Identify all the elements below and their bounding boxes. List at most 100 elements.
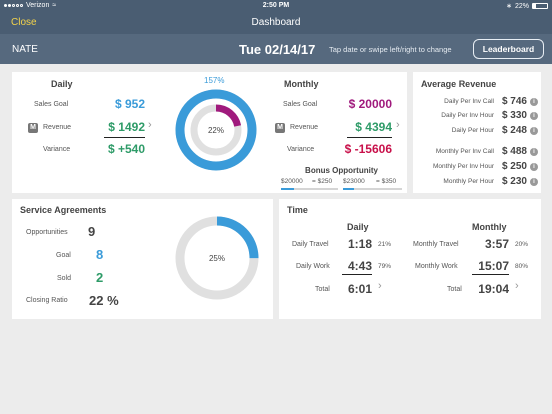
closing-ratio-label: Closing Ratio bbox=[26, 297, 68, 304]
avg-label: Daily Per Inv Call bbox=[444, 98, 494, 105]
daily-goal-label: Sales Goal bbox=[34, 101, 69, 108]
avg-row: Monthly Per Inv Call $ 488 i bbox=[413, 145, 541, 159]
m-icon: M bbox=[28, 123, 38, 133]
sold-label: Sold bbox=[57, 275, 72, 282]
signal-dots-icon bbox=[4, 4, 23, 7]
m-icon: M bbox=[275, 123, 285, 133]
daily-work-pct: 79% bbox=[378, 263, 392, 270]
chevron-right-icon[interactable]: › bbox=[148, 119, 152, 131]
avg-value: $ 488 bbox=[501, 146, 527, 157]
monthly-total-label: Total bbox=[447, 286, 462, 293]
avg-row: Monthly Per Hour $ 230 i bbox=[413, 175, 541, 189]
daily-variance-label: Variance bbox=[43, 146, 71, 153]
daily-travel-pct: 21% bbox=[378, 241, 392, 248]
monthly-revenue-value[interactable]: $ 4394 bbox=[355, 120, 392, 134]
time-card: Time Daily Monthly Daily Travel 1:18 21%… bbox=[279, 199, 541, 319]
time-daily-title: Daily bbox=[347, 222, 369, 232]
avg-value: $ 250 bbox=[501, 161, 527, 172]
info-icon[interactable]: i bbox=[530, 127, 538, 135]
avg-value: $ 230 bbox=[501, 176, 527, 187]
bonus-title: Bonus Opportunity bbox=[305, 166, 378, 175]
chevron-right-icon[interactable]: › bbox=[515, 280, 519, 292]
monthly-time-divider bbox=[472, 274, 509, 275]
avg-value: $ 248 bbox=[501, 125, 527, 136]
bonus-right-amount: = $350 bbox=[376, 178, 397, 185]
monthly-variance-label: Variance bbox=[287, 146, 315, 153]
user-name: NATE bbox=[12, 44, 38, 55]
bonus-track-left bbox=[294, 188, 338, 190]
daily-revenue-value[interactable]: $ 1492 bbox=[108, 120, 145, 134]
service-ring-chart: 25% bbox=[175, 216, 259, 300]
avg-label: Monthly Per Hour bbox=[443, 178, 494, 185]
daily-revenue-label: Revenue bbox=[43, 124, 72, 131]
date-selector[interactable]: Tue 02/14/17 bbox=[239, 42, 316, 57]
daily-goal-value: $ 952 bbox=[114, 97, 145, 111]
daily-time-divider bbox=[342, 274, 372, 275]
goal-label: Goal bbox=[56, 252, 71, 259]
info-icon[interactable]: i bbox=[530, 112, 538, 120]
service-ring-arc bbox=[175, 216, 259, 300]
monthly-goal-label: Sales Goal bbox=[283, 101, 318, 108]
monthly-total-value[interactable]: 19:04 bbox=[478, 282, 509, 296]
chevron-right-icon[interactable]: › bbox=[396, 119, 400, 131]
monthly-revenue-label: Revenue bbox=[290, 124, 319, 131]
opportunities-label: Opportunities bbox=[26, 229, 68, 236]
sales-ring-chart: 22% bbox=[175, 89, 257, 171]
daily-variance-value: $ +540 bbox=[107, 142, 145, 156]
closing-ratio-value: 22 % bbox=[89, 293, 119, 308]
leaderboard-button[interactable]: Leaderboard bbox=[473, 39, 544, 59]
avg-label: Daily Per Hour bbox=[451, 127, 494, 134]
close-button[interactable]: Close bbox=[11, 17, 37, 28]
daily-work-value: 4:43 bbox=[347, 259, 372, 273]
monthly-travel-pct: 20% bbox=[515, 241, 529, 248]
service-agreements-card: Service Agreements Opportunities 9 Goal … bbox=[12, 199, 273, 319]
monthly-work-pct: 80% bbox=[515, 263, 529, 270]
avg-row: Daily Per Inv Call $ 746 i bbox=[413, 95, 541, 109]
info-icon[interactable]: i bbox=[530, 98, 538, 106]
date-bar: NATE Tue 02/14/17 Tap date or swipe left… bbox=[0, 34, 552, 64]
daily-travel-label: Daily Travel bbox=[292, 241, 329, 248]
chevron-right-icon[interactable]: › bbox=[378, 280, 382, 292]
monthly-work-value: 15:07 bbox=[478, 259, 509, 273]
status-time: 2:50 PM bbox=[262, 2, 290, 9]
bonus-left-threshold: $20000 bbox=[281, 178, 303, 185]
goal-value: 8 bbox=[96, 247, 104, 262]
battery-area: ∗ 22% bbox=[506, 2, 548, 10]
time-monthly-title: Monthly bbox=[472, 222, 507, 232]
service-ring-label: 25% bbox=[209, 254, 225, 263]
average-revenue-card: Average Revenue Daily Per Inv Call $ 746… bbox=[413, 72, 541, 193]
time-title: Time bbox=[287, 205, 308, 215]
daily-divider bbox=[104, 137, 145, 138]
monthly-title: Monthly bbox=[284, 79, 319, 89]
avg-row: Monthly Per Inv Hour $ 250 i bbox=[413, 160, 541, 174]
monthly-goal-value: $ 20000 bbox=[348, 97, 392, 111]
ring-outer-arc bbox=[175, 89, 257, 171]
avg-value: $ 330 bbox=[501, 110, 527, 121]
ring-inner-label: 22% bbox=[208, 126, 224, 135]
bonus-track-right bbox=[354, 188, 402, 190]
service-title: Service Agreements bbox=[20, 205, 107, 215]
avg-label: Monthly Per Inv Hour bbox=[432, 163, 494, 170]
carrier-label: Verizon bbox=[26, 2, 50, 9]
battery-icon bbox=[532, 3, 548, 9]
carrier-area: Verizon ≈ bbox=[4, 2, 56, 9]
info-icon[interactable]: i bbox=[530, 178, 538, 186]
daily-travel-value: 1:18 bbox=[347, 237, 372, 251]
status-bar: Verizon ≈ 2:50 PM ∗ 22% bbox=[0, 0, 552, 12]
info-icon[interactable]: i bbox=[530, 148, 538, 156]
ring-outer-label: 157% bbox=[204, 76, 225, 85]
bonus-left-amount: = $250 bbox=[312, 178, 333, 185]
avg-row: Daily Per Inv Hour $ 330 i bbox=[413, 109, 541, 123]
bonus-card: Bonus Opportunity $20000 = $250 $23000 =… bbox=[276, 162, 407, 193]
monthly-work-label: Monthly Work bbox=[415, 263, 458, 270]
avg-row: Daily Per Hour $ 248 i bbox=[413, 124, 541, 138]
avg-label: Daily Per Inv Hour bbox=[441, 112, 494, 119]
bonus-right-threshold: $23000 bbox=[343, 178, 365, 185]
opportunities-value: 9 bbox=[88, 224, 96, 239]
daily-total-label: Total bbox=[315, 286, 330, 293]
avg-label: Monthly Per Inv Call bbox=[435, 148, 494, 155]
avg-value: $ 746 bbox=[501, 96, 527, 107]
sold-value: 2 bbox=[96, 270, 104, 285]
daily-total-value[interactable]: 6:01 bbox=[347, 282, 372, 296]
info-icon[interactable]: i bbox=[530, 163, 538, 171]
